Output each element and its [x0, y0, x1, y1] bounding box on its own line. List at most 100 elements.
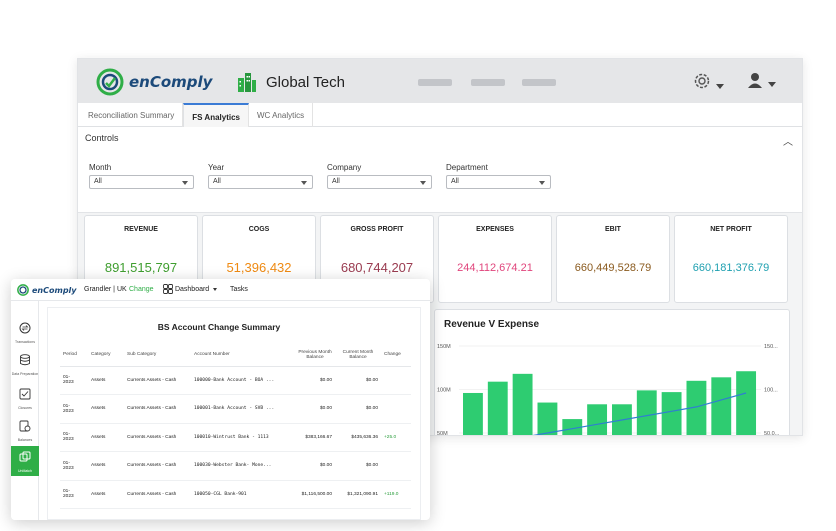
column-header-change[interactable]: Change — [381, 344, 411, 367]
department-filter-label: Department — [446, 163, 488, 172]
kpi-value: 680,744,207 — [340, 260, 414, 275]
cell-period: 01- 2023 — [60, 366, 88, 395]
cell-account-number: 100001-Bank Account - SVB ... — [191, 394, 295, 424]
tab-fs-analytics[interactable]: FS Analytics — [183, 103, 249, 127]
cell-current-balance: $1,321,090.91 — [335, 480, 381, 509]
bs-summary-panel: BS Account Change Summary Period Categor… — [47, 307, 421, 520]
cell-current-balance: $0.00 — [335, 394, 381, 424]
company-selector[interactable]: Global Tech — [236, 71, 345, 93]
kpi-title: NET PROFIT — [710, 226, 752, 233]
revenue-bar — [736, 371, 757, 435]
column-header-period[interactable]: Period — [60, 344, 88, 367]
year-select[interactable]: All — [208, 175, 313, 189]
kpi-title: GROSS PROFIT — [350, 226, 404, 233]
month-select[interactable]: All — [89, 175, 194, 189]
column-header-current-balance[interactable]: Current Month Balance — [335, 344, 381, 367]
column-header-account-number[interactable]: Account Number — [191, 344, 295, 367]
sidebar-item-balances[interactable]: Balances — [11, 419, 39, 449]
chart-title: Revenue V Expense — [444, 319, 540, 330]
table-row[interactable]: 01- 2023 Assets Currents Assets - Cash 1… — [60, 480, 411, 509]
tab-reconciliation-summary[interactable]: Reconciliation Summary — [80, 103, 184, 127]
column-header-previous-balance[interactable]: Previous Month Balance — [295, 344, 335, 367]
company-filter-label: Company — [327, 163, 362, 172]
table-row[interactable]: 01- 2023 Assets Currents Assets - Cash 1… — [60, 451, 411, 481]
nav-placeholder-2[interactable] — [471, 79, 505, 86]
encomply-logo-icon — [96, 68, 124, 96]
cell-account-number: 100000-Bank Account - BOA ... — [191, 366, 295, 395]
revenue-bar — [686, 380, 707, 435]
kpi-card-net-profit: NET PROFIT 660,181,376.79 — [674, 215, 788, 303]
top-bar: enComply Global Tech — [78, 59, 802, 103]
column-header-sub-category[interactable]: Sub Category — [124, 344, 191, 367]
company-filter: Company All — [327, 163, 432, 189]
kpi-title: EXPENSES — [476, 226, 514, 233]
cell-current-balance: $0.00 — [335, 451, 381, 481]
month-filter: Month All — [89, 163, 194, 189]
nav-placeholder-1[interactable] — [418, 79, 452, 86]
cell-period: 01- 2023 — [60, 480, 88, 509]
user-icon — [748, 73, 762, 88]
y-left-tick-label: 50M — [437, 431, 448, 436]
company-name: Global Tech — [266, 73, 345, 91]
closures-icon — [19, 388, 31, 400]
kpi-value: 51,396,432 — [226, 260, 292, 275]
settings-menu[interactable] — [692, 71, 724, 96]
sidebar-label: Balances — [17, 438, 33, 442]
revenue-bar — [587, 404, 608, 435]
y-right-tick-label: 100... — [764, 388, 778, 394]
user-menu[interactable] — [746, 71, 776, 94]
sidebar-label: Closures — [18, 406, 32, 410]
cell-category: Assets — [88, 480, 124, 509]
sidebar-item-data-preparation[interactable]: Data Preparation — [11, 353, 39, 383]
sidebar-item-unmatch[interactable]: UnMatch — [11, 446, 39, 476]
year-filter: Year All — [208, 163, 313, 189]
expense-line — [532, 392, 747, 435]
kpi-value: 244,112,674.21 — [457, 262, 533, 274]
cell-change: +119.0 — [381, 480, 411, 509]
dashboard-menu[interactable]: Dashboard — [163, 284, 218, 294]
change-entity-link[interactable]: Change — [129, 286, 154, 293]
cell-previous-balance: $383,166.67 — [295, 423, 335, 452]
app-logo[interactable]: enComply — [96, 67, 212, 97]
chevron-down-icon — [768, 82, 776, 88]
company-select[interactable]: All — [327, 175, 432, 189]
kpi-title: REVENUE — [124, 226, 158, 233]
cell-previous-balance: $0.00 — [295, 394, 335, 424]
cell-category: Assets — [88, 451, 124, 481]
cell-sub-category: Currents Assets - Cash — [124, 423, 191, 452]
sidebar-item-transactions[interactable]: Transactions — [11, 321, 39, 351]
y-right-tick-label: 150... — [764, 344, 778, 350]
chevron-down-icon — [716, 84, 724, 90]
bs-summary-title: BS Account Change Summary — [157, 322, 281, 332]
table-row[interactable]: 01- 2023 Assets Currents Assets - Cash 1… — [60, 366, 411, 395]
cell-category: Assets — [88, 366, 124, 395]
table-row[interactable]: 01- 2023 Assets Currents Assets - Cash 1… — [60, 423, 411, 452]
y-left-tick-label: 150M — [437, 344, 451, 350]
cell-current-balance: $435,636.36 — [335, 423, 381, 452]
nav-placeholder-3[interactable] — [522, 79, 556, 86]
front-logo[interactable]: enComply — [17, 284, 77, 296]
cell-previous-balance: $1,116,500.00 — [295, 480, 335, 509]
cell-category: Assets — [88, 423, 124, 452]
kpi-value: 660,181,376.79 — [692, 262, 770, 274]
controls-title: Controls — [85, 133, 119, 143]
department-select[interactable]: All — [446, 175, 551, 189]
sidebar-label: UnMatch — [17, 469, 32, 473]
cell-period: 01- 2023 — [60, 394, 88, 424]
cell-period: 01- 2023 — [60, 451, 88, 481]
y-left-tick-label: 100M — [437, 388, 451, 394]
dashboard-icon — [163, 284, 173, 294]
cell-account-number: 100010-Wintrust Bank - 1113 — [191, 423, 295, 452]
tasks-menu[interactable]: Tasks — [230, 286, 248, 293]
cell-change — [381, 366, 411, 395]
balances-icon — [19, 420, 31, 432]
kpi-card-ebit: EBIT 660,449,528.79 — [556, 215, 670, 303]
table-row[interactable]: 01- 2023 Assets Currents Assets - Cash 1… — [60, 394, 411, 424]
column-header-category[interactable]: Category — [88, 344, 124, 367]
sidebar-label: Transactions — [15, 340, 35, 344]
collapse-chevron-up-icon[interactable]: ︿ — [783, 137, 793, 148]
tab-wc-analytics[interactable]: WC Analytics — [249, 103, 314, 127]
unmatch-icon — [19, 451, 31, 462]
revenue-bar — [636, 390, 657, 435]
sidebar-item-closures[interactable]: Closures — [11, 387, 39, 417]
